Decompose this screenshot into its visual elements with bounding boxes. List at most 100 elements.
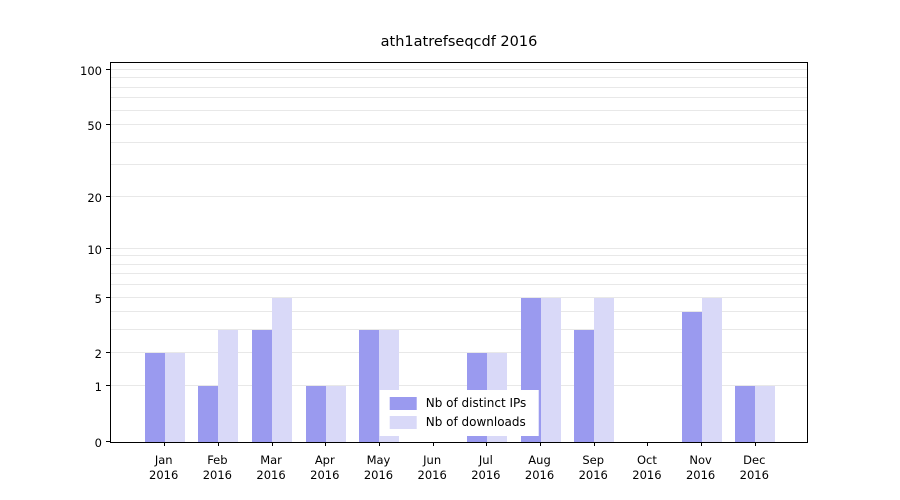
x-label-year: 2016 [471,468,501,482]
gridline-7 [111,273,807,275]
bar-distinct-ips-sep [574,330,595,442]
gridline-40 [111,141,807,143]
x-tick-may [378,442,380,446]
y-tick-100 [106,69,110,71]
x-label-year: 2016 [739,468,769,482]
x-label-year: 2016 [256,468,286,482]
x-label-month: Dec [743,453,766,467]
legend-label-downloads: Nb of downloads [425,415,526,429]
x-label-year: 2016 [685,468,716,482]
bar-distinct-ips-may [359,330,380,442]
x-label-year: 2016 [149,468,179,482]
bar-downloads-nov [701,297,722,442]
legend: Nb of distinct IPs Nb of downloads [379,390,539,436]
x-label-month: Aug [528,453,551,467]
gridline-90 [111,77,807,79]
x-tick-apr [325,442,327,446]
bar-distinct-ips-nov [681,312,702,442]
x-tick-label-jul: Jul 2016 [456,453,516,483]
gridline-5 [111,296,807,298]
gridline-4 [111,311,807,313]
x-label-year: 2016 [417,468,447,482]
chart-title: ath1atrefseqcdf 2016 [380,34,538,50]
bar-downloads-jan [164,353,185,442]
legend-item-downloads: Nb of downloads [389,415,527,429]
bar-distinct-ips-feb [198,386,219,442]
x-tick-mar [271,442,273,446]
x-tick-oct [647,442,649,446]
y-tick-20 [106,195,110,197]
x-tick-label-sep: Sep 2016 [563,453,623,483]
gridline-50 [111,124,807,126]
y-tick-label-5: 5 [94,291,102,306]
bar-downloads-sep [594,297,615,442]
x-label-month: May [366,453,391,467]
bar-downloads-mar [272,297,293,442]
gridline-1 [111,385,807,387]
gridline-70 [111,97,807,99]
y-tick-label-2: 2 [94,347,102,362]
gridline-80 [111,86,807,88]
x-label-year: 2016 [524,468,555,482]
y-tick-label-50: 50 [87,119,102,134]
legend-item-distinct-ips: Nb of distinct IPs [389,396,527,410]
x-tick-jan [164,442,166,446]
x-tick-sep [593,442,595,446]
x-label-month: Feb [207,453,228,467]
y-tick-label-10: 10 [87,242,102,257]
x-tick-aug [540,442,542,446]
x-tick-label-jun: Jun 2016 [402,453,462,483]
gridline-60 [111,109,807,111]
y-tick-1 [106,385,110,387]
x-label-month: Jul [478,453,493,467]
gridline-20 [111,195,807,197]
bar-downloads-dec [755,386,776,442]
gridline-3 [111,329,807,331]
y-tick-50 [106,124,110,126]
legend-swatch-downloads [389,415,417,429]
x-label-month: Apr [314,453,335,467]
legend-swatch-distinct-ips [389,396,417,410]
x-label-year: 2016 [310,468,340,482]
y-tick-label-20: 20 [87,190,102,205]
bar-downloads-apr [325,386,346,442]
bar-distinct-ips-mar [252,330,273,442]
gridline-6 [111,284,807,286]
x-tick-label-jan: Jan 2016 [134,453,194,483]
x-label-month: Oct [636,453,657,467]
bar-distinct-ips-dec [735,386,756,442]
legend-label-distinct-ips: Nb of distinct IPs [425,396,527,410]
x-tick-jul [486,442,488,446]
plot-area: Nb of distinct IPs Nb of downloads [106,62,808,446]
x-label-year: 2016 [578,468,608,482]
gridline-9 [111,255,807,257]
x-tick-label-apr: Apr 2016 [295,453,355,483]
x-label-month: Mar [260,453,282,467]
y-tick-label-100: 100 [80,64,102,79]
x-tick-label-aug: Aug 2016 [510,453,570,483]
x-label-month: Nov [689,453,712,467]
x-tick-label-feb: Feb 2016 [187,453,247,483]
x-label-year: 2016 [202,468,233,482]
x-tick-label-nov: Nov 2016 [671,453,731,483]
x-tick-label-mar: Mar 2016 [241,453,301,483]
bar-downloads-aug [540,297,561,442]
x-tick-feb [217,442,219,446]
y-tick-10 [106,247,110,249]
gridline-10 [111,247,807,249]
gridline-8 [111,263,807,265]
x-label-month: Jun [423,453,442,467]
y-tick-label-1: 1 [94,380,102,395]
y-tick-2 [106,352,110,354]
gridline-30 [111,164,807,166]
x-tick-label-oct: Oct 2016 [617,453,677,483]
x-tick-label-dec: Dec 2016 [724,453,784,483]
x-label-month: Jan [154,453,173,467]
x-label-year: 2016 [363,468,394,482]
bar-distinct-ips-jan [144,353,165,442]
x-tick-nov [701,442,703,446]
y-tick-label-0: 0 [94,436,102,450]
gridline-2 [111,352,807,354]
x-tick-dec [754,442,756,446]
